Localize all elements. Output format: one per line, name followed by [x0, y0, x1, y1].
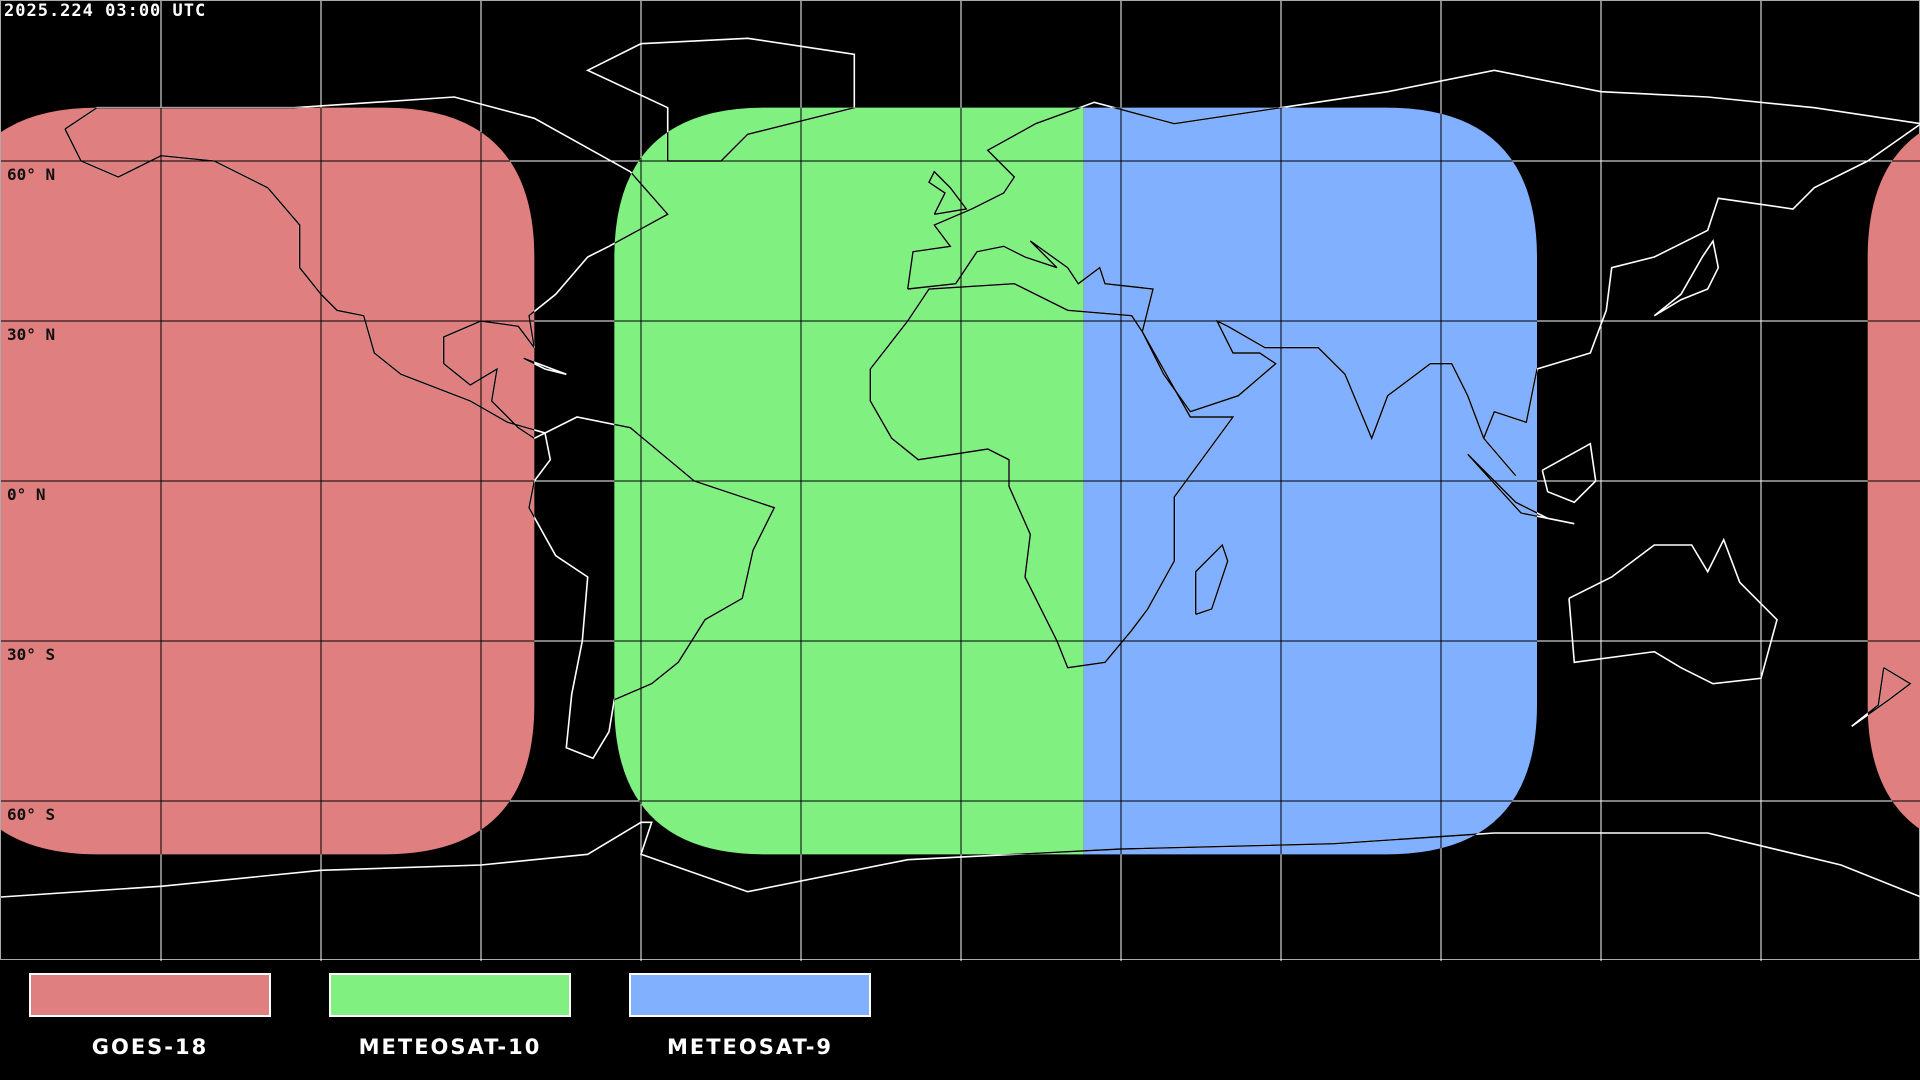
lat-label-60s: 60° S	[7, 805, 56, 824]
legend-swatch	[28, 972, 272, 1018]
coastline	[1851, 667, 1912, 727]
map-canvas	[0, 1, 1920, 961]
legend-label: METEOSAT-10	[358, 1035, 542, 1059]
timestamp: 2025.224 03:00 UTC	[4, 1, 207, 21]
coastline	[869, 282, 1235, 669]
lat-label-0n: 0° N	[7, 485, 46, 504]
coastline	[586, 107, 855, 162]
coastline	[64, 107, 669, 440]
legend-label: GOES-18	[91, 1035, 209, 1059]
coastline	[1653, 238, 1720, 317]
legend-item-meteosat-10: METEOSAT-10	[328, 972, 572, 1059]
legend-item-meteosat-9: METEOSAT-9	[628, 972, 872, 1059]
legend-swatch	[628, 972, 872, 1018]
legend-swatch	[328, 972, 572, 1018]
coastline	[1568, 537, 1778, 685]
coastline	[523, 357, 567, 376]
lat-label-30n: 30° N	[7, 325, 56, 344]
lat-label-30s: 30° S	[7, 645, 56, 664]
satellite-coverage-map: 2025.224 03:00 UTC 60° N 30° N 0° N 30° …	[0, 0, 1920, 961]
lat-label-60n: 60° N	[7, 165, 56, 184]
legend-item-goes-18: GOES-18	[28, 972, 272, 1059]
coastline	[1195, 543, 1229, 615]
legend-label: METEOSAT-9	[666, 1035, 834, 1059]
coastline	[1541, 442, 1597, 504]
coastline	[928, 170, 968, 215]
